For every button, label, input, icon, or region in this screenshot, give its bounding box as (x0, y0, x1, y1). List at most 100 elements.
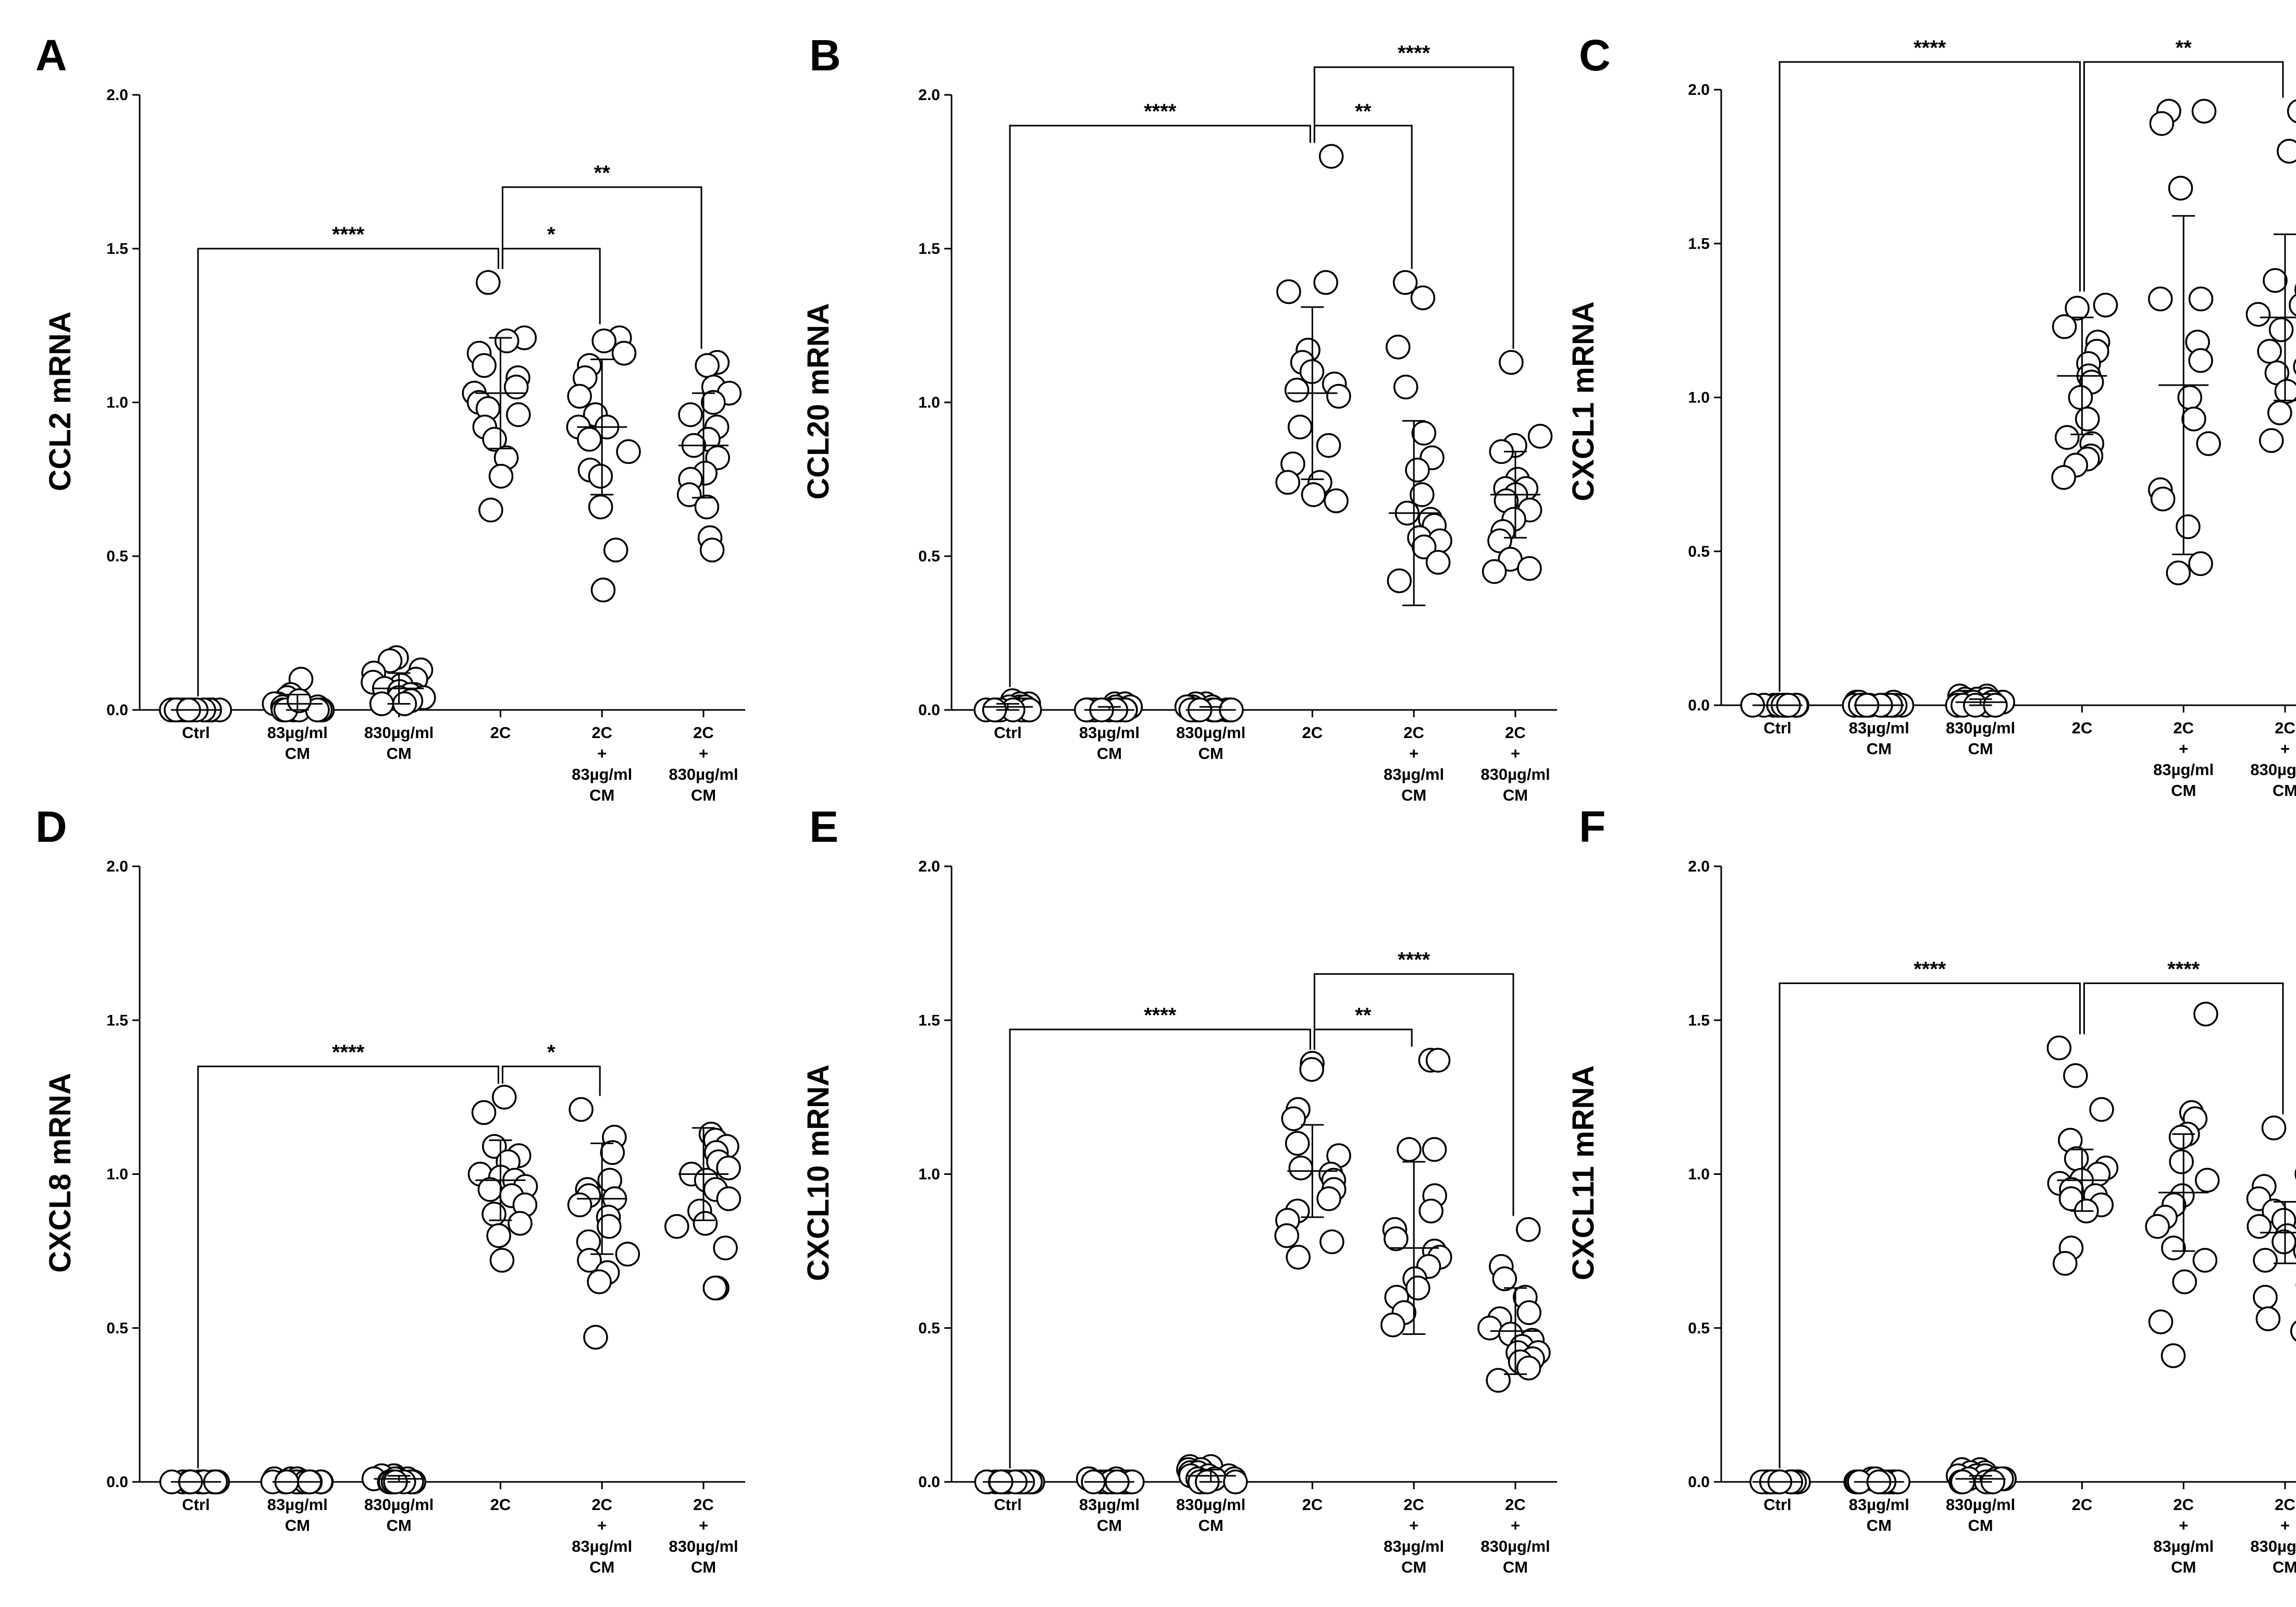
x-tick-label: 2C (2173, 1495, 2194, 1514)
x-tick-label: Ctrl (182, 1495, 209, 1514)
x-tick-label: 2C (1505, 723, 1526, 742)
y-axis-label: CXCL1 mRNA (1566, 301, 1600, 501)
data-point (699, 537, 725, 562)
data-point (1275, 470, 1301, 495)
x-tick-label: 830µg/ml (1946, 1495, 2015, 1514)
data-point (506, 402, 531, 427)
data-point (1411, 421, 1437, 446)
data-point (1386, 335, 1411, 360)
x-tick-label: + (2280, 1516, 2290, 1535)
significance-bracket (501, 1065, 601, 1096)
data-point (1384, 1226, 1409, 1252)
x-tick-label: CM (589, 1558, 614, 1576)
significance-label: **** (1144, 1004, 1177, 1027)
x-tick-label: 2C (1403, 723, 1424, 742)
significance-label: **** (332, 223, 365, 246)
data-point (588, 463, 613, 489)
data-point (1380, 1312, 1405, 1338)
data-point (1299, 1057, 1324, 1082)
x-tick-label: + (1409, 744, 1418, 763)
data-point (2193, 1001, 2218, 1027)
data-point (1487, 528, 1512, 554)
significance-bracket (1313, 973, 1514, 1216)
significance-bracket (1009, 1028, 1311, 1468)
x-tick-label: 830µg/ml (2250, 760, 2296, 779)
data-point (569, 1097, 594, 1122)
x-tick-label: + (699, 1516, 708, 1535)
x-tick-label: 830µg/ml (1946, 719, 2015, 737)
x-tick-label: CM (2273, 1558, 2296, 1576)
data-point (2253, 1284, 2278, 1310)
data-point (1516, 1217, 1541, 1242)
data-point (603, 537, 628, 562)
data-point (2064, 1146, 2089, 1171)
data-point (567, 384, 592, 409)
data-point (2075, 407, 2100, 432)
data-point (2267, 400, 2292, 425)
data-point (1425, 1048, 1451, 1073)
data-point (1284, 377, 1310, 403)
y-tick-label: 0.5 (106, 1320, 128, 1337)
x-tick-label: + (1511, 1516, 1520, 1535)
data-point (2287, 99, 2296, 124)
y-axis-label: CXCL8 mRNA (43, 1073, 77, 1273)
x-tick-label: CM (2171, 781, 2196, 800)
data-point (2290, 1320, 2296, 1342)
y-tick-label: 1.5 (1688, 1012, 1710, 1029)
x-tick-label: 83µg/ml (572, 1537, 632, 1555)
data-point (2272, 1229, 2296, 1255)
x-tick-label: 2C (1403, 1495, 1424, 1514)
data-point (1281, 1106, 1306, 1131)
y-tick-label: 0.5 (106, 548, 128, 565)
data-point (2245, 302, 2271, 327)
panel-e: E CXCL10 mRNA 0.0 0.5 1.0 1.5 2.0 Ctrl 83µg/ml CM… (801, 802, 1557, 1576)
data-point (2259, 428, 2284, 453)
significance-label: ** (2176, 36, 2192, 59)
significance-bracket (2083, 982, 2284, 1114)
data-point (2145, 1214, 2170, 1239)
y-tick-label: 0.0 (106, 1474, 128, 1491)
data-point (1410, 285, 1436, 311)
data-point (1527, 424, 1553, 449)
data-point (693, 1211, 718, 1236)
x-tick-label: CM (1968, 1516, 1993, 1535)
panel-b: B CCL20 mRNA 0.0 0.5 1.0 1.5 2.0 Ctrl 83µg/ml CM 8… (801, 31, 1557, 804)
data-point (591, 328, 616, 353)
data-point (2246, 1214, 2272, 1239)
significance-label: **** (2167, 958, 2200, 980)
x-tick-label: 2C (2072, 1495, 2093, 1514)
x-tick-label: CM (2171, 1558, 2196, 1576)
x-tick-label: 830µg/ml (2250, 1537, 2296, 1555)
data-point (2065, 296, 2090, 321)
panel-c: C CXCL1 mRNA 0.0 0.5 1.0 1.5 2.0 Ctrl 83µg/ml CM 8… (1566, 31, 2296, 800)
significance-label: * (547, 1041, 556, 1064)
data-point (2169, 1149, 2194, 1174)
data-point (2149, 111, 2175, 136)
data-point (1393, 374, 1418, 400)
data-point (676, 482, 702, 507)
x-tick-label: 830µg/ml (1480, 1537, 1550, 1555)
data-point (2277, 139, 2296, 164)
data-point (287, 688, 312, 714)
data-point (477, 1177, 503, 1202)
y-axis-label: CCL20 mRNA (801, 303, 835, 499)
x-tick-label: 830µg/ml (669, 1537, 738, 1555)
data-point (1517, 556, 1542, 581)
x-tick-label: 83µg/ml (1384, 765, 1444, 783)
data-point (2150, 486, 2176, 512)
x-tick-label: Ctrl (1763, 1495, 1791, 1514)
x-tick-label: CM (691, 1558, 716, 1576)
panel-letter: A (35, 31, 67, 80)
data-point (1318, 144, 1344, 169)
data-point (2161, 1343, 2186, 1368)
data-point (588, 494, 613, 520)
data-point (695, 353, 720, 378)
data-point (2188, 286, 2214, 312)
x-tick-label: + (2179, 1516, 2188, 1535)
x-tick-label: 2C (1302, 723, 1323, 742)
data-point (488, 463, 514, 489)
x-tick-label: 83µg/ml (1079, 1495, 1140, 1514)
data-point (503, 374, 529, 400)
y-tick-label: 0.0 (1688, 1474, 1710, 1491)
